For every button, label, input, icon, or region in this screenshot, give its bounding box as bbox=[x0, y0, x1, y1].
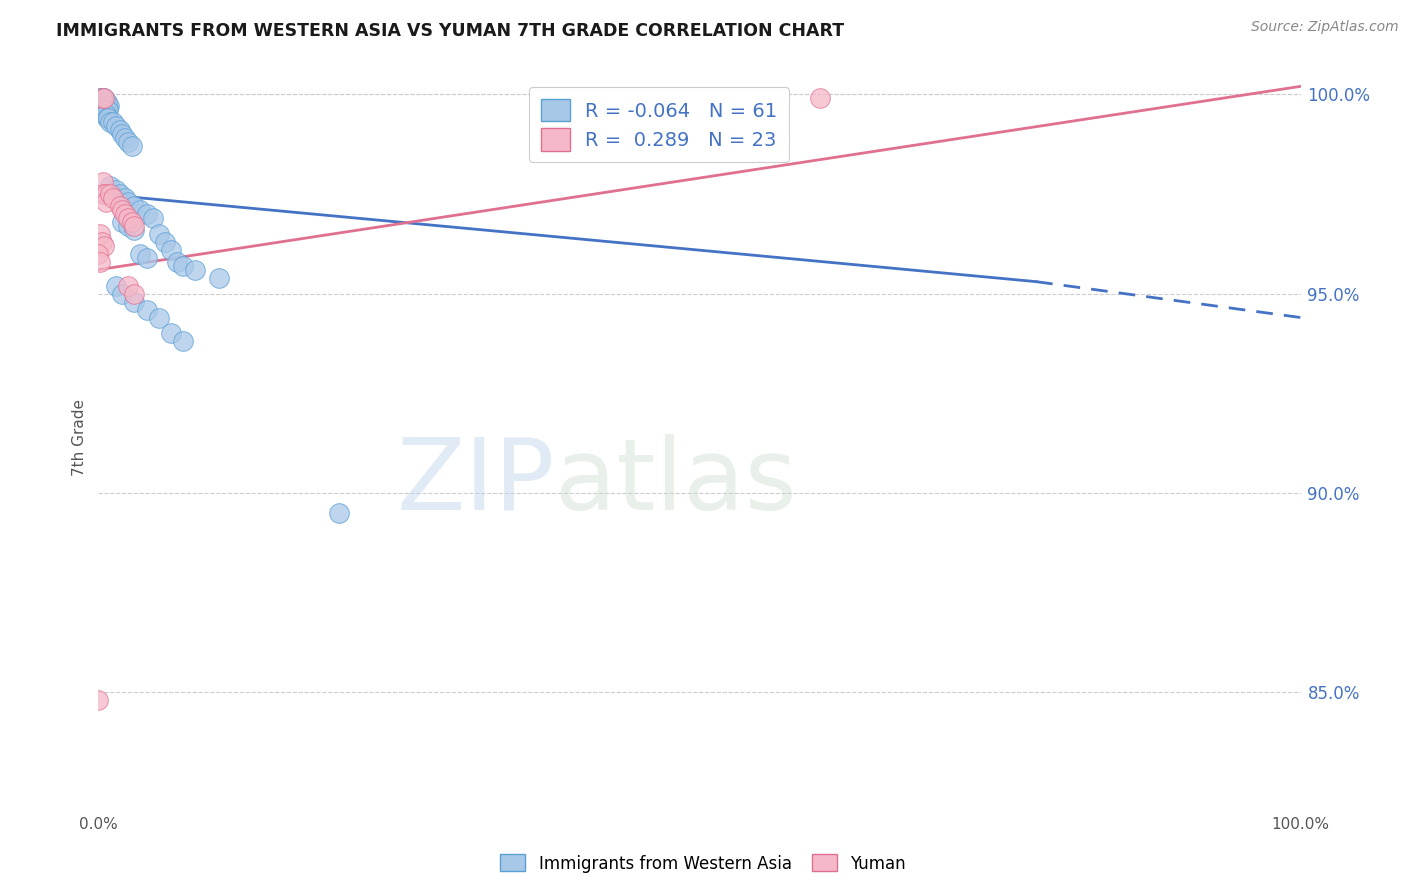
Text: Source: ZipAtlas.com: Source: ZipAtlas.com bbox=[1251, 20, 1399, 34]
Point bbox=[96, 99, 118, 113]
Point bbox=[87, 246, 110, 260]
Point bbox=[94, 186, 117, 201]
Point bbox=[93, 103, 115, 118]
Point bbox=[114, 131, 136, 145]
Text: ZIP: ZIP bbox=[396, 434, 555, 531]
Point bbox=[100, 186, 122, 201]
Point bbox=[105, 183, 128, 197]
Point bbox=[93, 95, 115, 110]
Point bbox=[94, 107, 117, 121]
Point bbox=[91, 235, 114, 249]
Point bbox=[105, 119, 128, 133]
Point bbox=[94, 95, 117, 110]
Point bbox=[101, 191, 124, 205]
Point bbox=[108, 199, 131, 213]
Point bbox=[124, 199, 146, 213]
Point bbox=[114, 191, 136, 205]
Point bbox=[124, 219, 146, 233]
Point bbox=[98, 99, 121, 113]
Point bbox=[114, 207, 136, 221]
Point bbox=[111, 202, 134, 217]
Point bbox=[183, 262, 205, 277]
Point bbox=[153, 235, 176, 249]
Point bbox=[105, 278, 128, 293]
Point bbox=[121, 139, 143, 153]
Point bbox=[117, 135, 139, 149]
Point bbox=[172, 259, 194, 273]
Legend: R = -0.064   N = 61, R =  0.289   N = 23: R = -0.064 N = 61, R = 0.289 N = 23 bbox=[529, 87, 789, 162]
Point bbox=[129, 246, 152, 260]
Point bbox=[90, 91, 112, 105]
Point bbox=[148, 227, 170, 241]
Point bbox=[135, 207, 157, 221]
Legend: Immigrants from Western Asia, Yuman: Immigrants from Western Asia, Yuman bbox=[494, 847, 912, 880]
Point bbox=[96, 103, 118, 118]
Point bbox=[93, 239, 115, 253]
Point bbox=[100, 115, 122, 129]
Point bbox=[91, 103, 114, 118]
Point bbox=[94, 99, 117, 113]
Point bbox=[93, 107, 115, 121]
Point bbox=[328, 506, 350, 520]
Point bbox=[148, 310, 170, 325]
Point bbox=[108, 186, 131, 201]
Point bbox=[89, 227, 111, 241]
Point bbox=[208, 270, 231, 285]
Text: atlas: atlas bbox=[555, 434, 797, 531]
Point bbox=[93, 91, 115, 105]
Point bbox=[94, 103, 117, 118]
Point bbox=[96, 112, 118, 126]
Point bbox=[97, 103, 120, 118]
Point bbox=[91, 91, 114, 105]
Point bbox=[135, 251, 157, 265]
Point bbox=[96, 95, 118, 110]
Point bbox=[91, 95, 114, 110]
Y-axis label: 7th Grade: 7th Grade bbox=[72, 399, 87, 475]
Point bbox=[121, 215, 143, 229]
Point bbox=[94, 194, 117, 209]
Point bbox=[159, 326, 181, 341]
Point bbox=[117, 211, 139, 225]
Point bbox=[124, 286, 146, 301]
Point bbox=[93, 91, 115, 105]
Point bbox=[97, 99, 120, 113]
Point bbox=[89, 254, 111, 268]
Point bbox=[91, 91, 114, 105]
Point bbox=[124, 294, 146, 309]
Point bbox=[141, 211, 163, 225]
Point bbox=[89, 91, 111, 105]
Point bbox=[91, 186, 114, 201]
Point bbox=[129, 202, 152, 217]
Point bbox=[117, 194, 139, 209]
Point bbox=[91, 175, 114, 189]
Point bbox=[159, 243, 181, 257]
Point bbox=[97, 112, 120, 126]
Point bbox=[111, 286, 134, 301]
Point bbox=[93, 99, 115, 113]
Point bbox=[111, 215, 134, 229]
Point bbox=[108, 123, 131, 137]
Point bbox=[117, 219, 139, 233]
Point bbox=[166, 254, 188, 268]
Point bbox=[117, 278, 139, 293]
Point bbox=[100, 179, 122, 194]
Point bbox=[808, 91, 831, 105]
Text: IMMIGRANTS FROM WESTERN ASIA VS YUMAN 7TH GRADE CORRELATION CHART: IMMIGRANTS FROM WESTERN ASIA VS YUMAN 7T… bbox=[56, 22, 845, 40]
Point bbox=[101, 115, 124, 129]
Point bbox=[135, 302, 157, 317]
Point bbox=[91, 95, 114, 110]
Point bbox=[172, 334, 194, 349]
Point bbox=[87, 693, 110, 707]
Point bbox=[111, 127, 134, 141]
Point bbox=[124, 223, 146, 237]
Point bbox=[91, 91, 114, 105]
